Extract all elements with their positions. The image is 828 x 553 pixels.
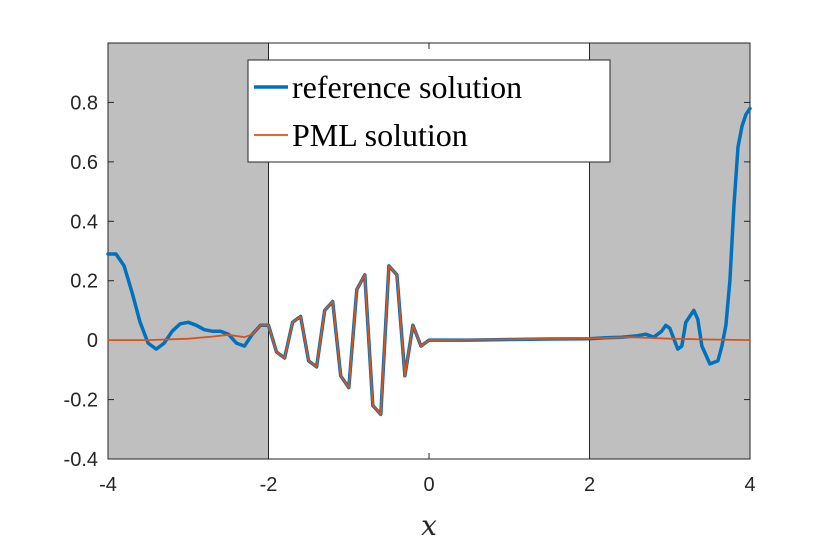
tick-labels: -4 -2 0 2 4 -0.4 -0.2 0 0.2 0.4 0.6 0.8 [64, 92, 756, 496]
x-tick-label: 4 [744, 474, 755, 496]
y-tick-label: 0 [87, 330, 98, 352]
x-tick-label: -2 [260, 474, 278, 496]
legend: reference solution PML solution [247, 59, 611, 163]
shaded-region-0 [107, 42, 269, 460]
shaded-regions [107, 42, 751, 460]
y-tick-label: 0.8 [70, 92, 98, 114]
x-tick-label: -4 [99, 474, 117, 496]
series-line-1 [107, 265, 751, 416]
y-tick-label: 0.6 [70, 152, 98, 174]
x-tick-label: 0 [423, 474, 434, 496]
series-lines [106, 106, 752, 417]
x-tick-label: 2 [584, 474, 595, 496]
legend-box [247, 59, 611, 163]
y-tick-label: -0.2 [64, 390, 98, 412]
y-tick-label: -0.4 [64, 449, 98, 471]
x-axis-label: x [421, 509, 437, 542]
shaded-region-1 [589, 42, 751, 460]
y-tick-label: 0.4 [70, 211, 98, 233]
legend-label-reference: reference solution [292, 69, 522, 105]
legend-label-pml: PML solution [292, 117, 468, 153]
y-tick-label: 0.2 [70, 271, 98, 293]
